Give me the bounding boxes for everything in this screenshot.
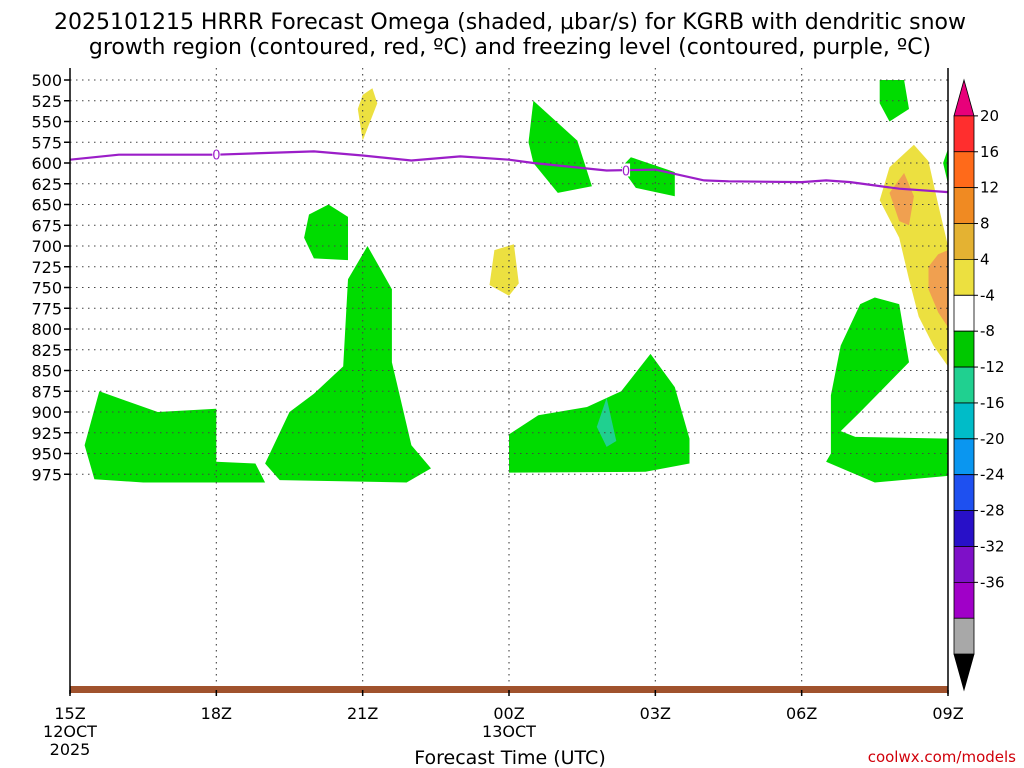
x-tick-label-00Z: 00Z [493,704,524,723]
colorbar-segment-9 [953,402,975,440]
x-tick-label-09Z: 09Z [932,704,963,723]
colorbar-segment-0 [953,78,975,117]
colorbar-label--4: -4 [980,286,995,304]
omega-shading [84,80,948,483]
y-tick-label-850: 850 [31,362,62,381]
colorbar-label-16: 16 [980,143,999,161]
freezing-level: 00 [69,147,949,194]
colorbar-label-12: 12 [980,179,999,197]
ground-strip [70,686,948,693]
y-tick-label-525: 525 [31,92,62,111]
omega-region-green-09z-edge [943,148,948,184]
y-tick-label-550: 550 [31,113,62,132]
colorbar-segment-14 [953,581,975,619]
freezing-label-bg-0 [212,147,221,161]
colorbar-label--16: -16 [980,394,1005,412]
colorbar-segment-4 [953,223,975,260]
freezing-level-label-1: 0 [622,164,630,179]
colorbar-label--36: -36 [980,573,1005,591]
colorbar-segment-1 [953,115,975,153]
colorbar-segment-11 [953,474,975,511]
y-tick-label-600: 600 [31,154,62,173]
y-tick-label-625: 625 [31,175,62,194]
omega-region-teal-0230z [596,397,617,447]
colorbar-segment-16 [953,653,975,692]
freezing-level-line [69,150,949,194]
colorbar-label--28: -28 [980,502,1005,520]
freezing-label-bg-1 [622,163,631,177]
colorbar-segment-2 [953,151,975,189]
omega-region-green-0530z-patch [304,204,348,261]
x-tick-label-21Z: 21Z [347,704,378,723]
credit-text: coolwx.com/models [868,748,1016,766]
y-axis: 5005255505756006256506757007257507758008… [31,71,70,484]
colorbar-label--20: -20 [980,430,1005,448]
x-tick-date-15Z: 12OCT [43,722,97,741]
colorbar-segment-7 [953,330,975,368]
plot-background [70,68,948,688]
omega-region-green-02z-patch [621,157,675,197]
colorbar-segment-12 [953,510,975,547]
omega-region-green-00z-column [528,100,592,193]
y-tick-label-800: 800 [31,320,62,339]
colorbar-label--12: -12 [980,358,1005,376]
colorbar-label--24: -24 [980,466,1005,484]
y-tick-label-750: 750 [31,279,62,298]
omega-region-green-0830z-top [879,80,909,122]
y-tick-label-675: 675 [31,216,62,235]
colorbar-segment-6 [953,294,975,332]
y-tick-label-575: 575 [31,133,62,152]
omega-region-green-low-left [84,391,266,483]
chart-title-line1: 2025101215 HRRR Forecast Omega (shaded, … [54,10,966,35]
colorbar-label-4: 4 [980,250,990,268]
x-tick-label-15Z: 15Z [54,704,85,723]
y-tick-label-650: 650 [31,196,62,215]
colorbar-segment-8 [953,366,975,404]
y-tick-label-875: 875 [31,382,62,401]
chart-title-line2: growth region (contoured, red, ºC) and f… [89,35,931,60]
y-tick-label-925: 925 [31,424,62,443]
x-tick-label-18Z: 18Z [201,704,232,723]
plot-area [70,68,948,688]
y-tick-label-700: 700 [31,237,62,256]
omega-region-yellow-00z-mid [489,244,519,296]
y-tick-label-725: 725 [31,258,62,277]
omega-region-green-low-center [509,353,690,473]
x-tick-date-00Z: 13OCT [482,722,536,741]
y-tick-label-775: 775 [31,299,62,318]
y-tick-label-950: 950 [31,445,62,464]
omega-region-yellow-21z-top [357,88,378,141]
ground [70,686,948,693]
colorbar-segment-15 [953,617,975,655]
y-tick-label-500: 500 [31,71,62,90]
colorbar-segment-3 [953,187,975,224]
omega-region-orange-right-upper [889,173,914,226]
plot-frame [69,68,949,694]
y-tick-label-975: 975 [31,465,62,484]
colorbar-segment-13 [953,546,975,583]
omega-region-green-21z-column [265,246,431,483]
colorbar-segment-10 [953,438,975,476]
x-tick-year-15Z: 2025 [50,740,91,759]
x-tick-label-06Z: 06Z [786,704,817,723]
y-tick-label-900: 900 [31,403,62,422]
omega-region-green-low-right [826,297,948,483]
y-tick-label-825: 825 [31,341,62,360]
colorbar-label--8: -8 [980,322,995,340]
colorbar-label--32: -32 [980,537,1005,555]
omega-region-orange-right-lower [928,250,948,328]
gridlines [70,68,948,688]
freezing-level-label-0: 0 [212,149,220,164]
colorbar-label-20: 20 [980,107,999,125]
colorbar: 20 16 12 8 4 -4 -8 -12 -16 -20 -24 -28 -32 -36 [953,78,1005,692]
x-axis-label: Forecast Time (UTC) [414,747,605,768]
x-tick-label-03Z: 03Z [640,704,671,723]
colorbar-segment-5 [953,259,975,296]
colorbar-label-8: 8 [980,215,990,233]
